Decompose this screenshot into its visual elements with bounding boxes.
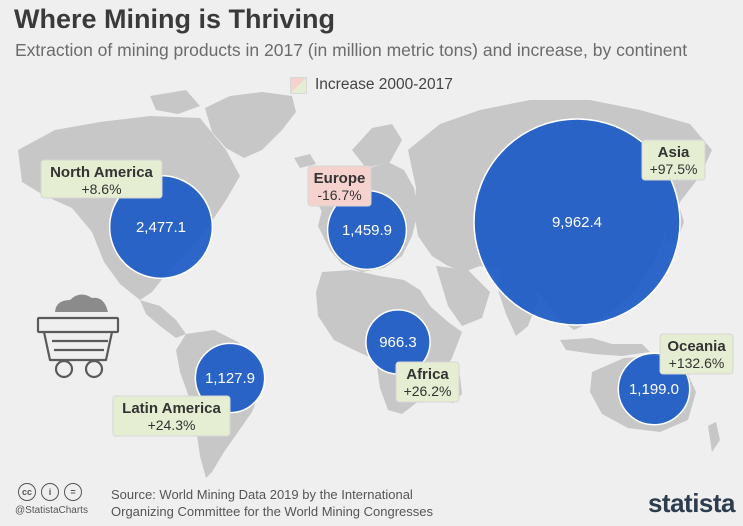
indonesia-shape: [560, 338, 650, 356]
callout-africa: Africa+26.2%: [395, 361, 460, 403]
change-label: +26.2%: [404, 383, 452, 399]
attribution-icon: i: [41, 483, 59, 501]
continent-label: Latin America: [122, 400, 221, 417]
value-label-asia: 9,962.4: [552, 214, 602, 231]
bubble-asia[interactable]: [473, 118, 681, 326]
change-label: -16.7%: [317, 187, 361, 203]
canada-islands-shape: [150, 90, 200, 114]
value-label-north-america: 2,477.1: [136, 219, 186, 236]
license-icons: cc i =: [18, 483, 82, 501]
source-line-1: Source: World Mining Data 2019 by the In…: [111, 487, 413, 502]
value-label-oceania: 1,199.0: [629, 381, 679, 398]
callout-north-america: North America+8.6%: [40, 159, 163, 199]
continent-label: Asia: [658, 144, 690, 161]
callout-layer: North America+8.6% Europe-16.7% Asia+97.5%…: [40, 139, 734, 437]
greenland-shape: [205, 92, 296, 158]
callout-latin-america: Latin America+24.3%: [112, 395, 231, 437]
change-label: +24.3%: [148, 417, 196, 433]
callout-box: [307, 165, 372, 207]
iceland-shape: [294, 154, 316, 168]
legend: Increase 2000-2017: [290, 76, 453, 94]
callout-box: [641, 139, 706, 181]
central-america-shape: [140, 300, 186, 338]
change-label: +132.6%: [669, 355, 725, 371]
arabia-shape: [436, 266, 490, 326]
callout-box: [112, 395, 231, 437]
bubble-layer: 2,477.1 1,459.9 9,962.4 966.3 1,127.9 1,199.0: [108, 118, 691, 426]
scandinavia-shape: [352, 124, 402, 168]
value-label-latin-america: 1,127.9: [205, 370, 255, 387]
statista-logo[interactable]: statista: [647, 488, 736, 518]
callout-oceania: Oceania+132.6%: [659, 333, 734, 375]
callout-asia: Asia+97.5%: [641, 139, 706, 181]
continent-label: Europe: [314, 170, 366, 187]
social-handle: @StatistaCharts: [15, 505, 88, 516]
chart-subtitle: Extraction of mining products in 2017 (i…: [15, 40, 688, 60]
mine-cart-icon: [36, 294, 120, 379]
value-label-europe: 1,459.9: [342, 222, 392, 239]
source-line-2: Organizing Committee for the World Minin…: [111, 504, 434, 519]
legend-label: Increase 2000-2017: [315, 76, 453, 93]
continent-label: North America: [50, 164, 153, 181]
value-label-africa: 966.3: [379, 334, 417, 351]
continent-label: Africa: [406, 366, 449, 383]
continent-label: Oceania: [667, 338, 726, 355]
legend-swatch: [290, 76, 307, 94]
creative-commons-icon: cc: [18, 483, 36, 501]
callout-box: [659, 333, 734, 375]
source-note: Source: World Mining Data 2019 by the In…: [111, 486, 471, 520]
new-zealand-shape: [708, 422, 720, 452]
callout-box: [40, 159, 163, 199]
callout-europe: Europe-16.7%: [307, 165, 372, 207]
chart-title: Where Mining is Thriving: [14, 4, 336, 34]
change-label: +97.5%: [650, 161, 698, 177]
change-label: +8.6%: [81, 181, 121, 197]
no-derivatives-icon: =: [64, 483, 82, 501]
callout-box: [395, 361, 460, 403]
